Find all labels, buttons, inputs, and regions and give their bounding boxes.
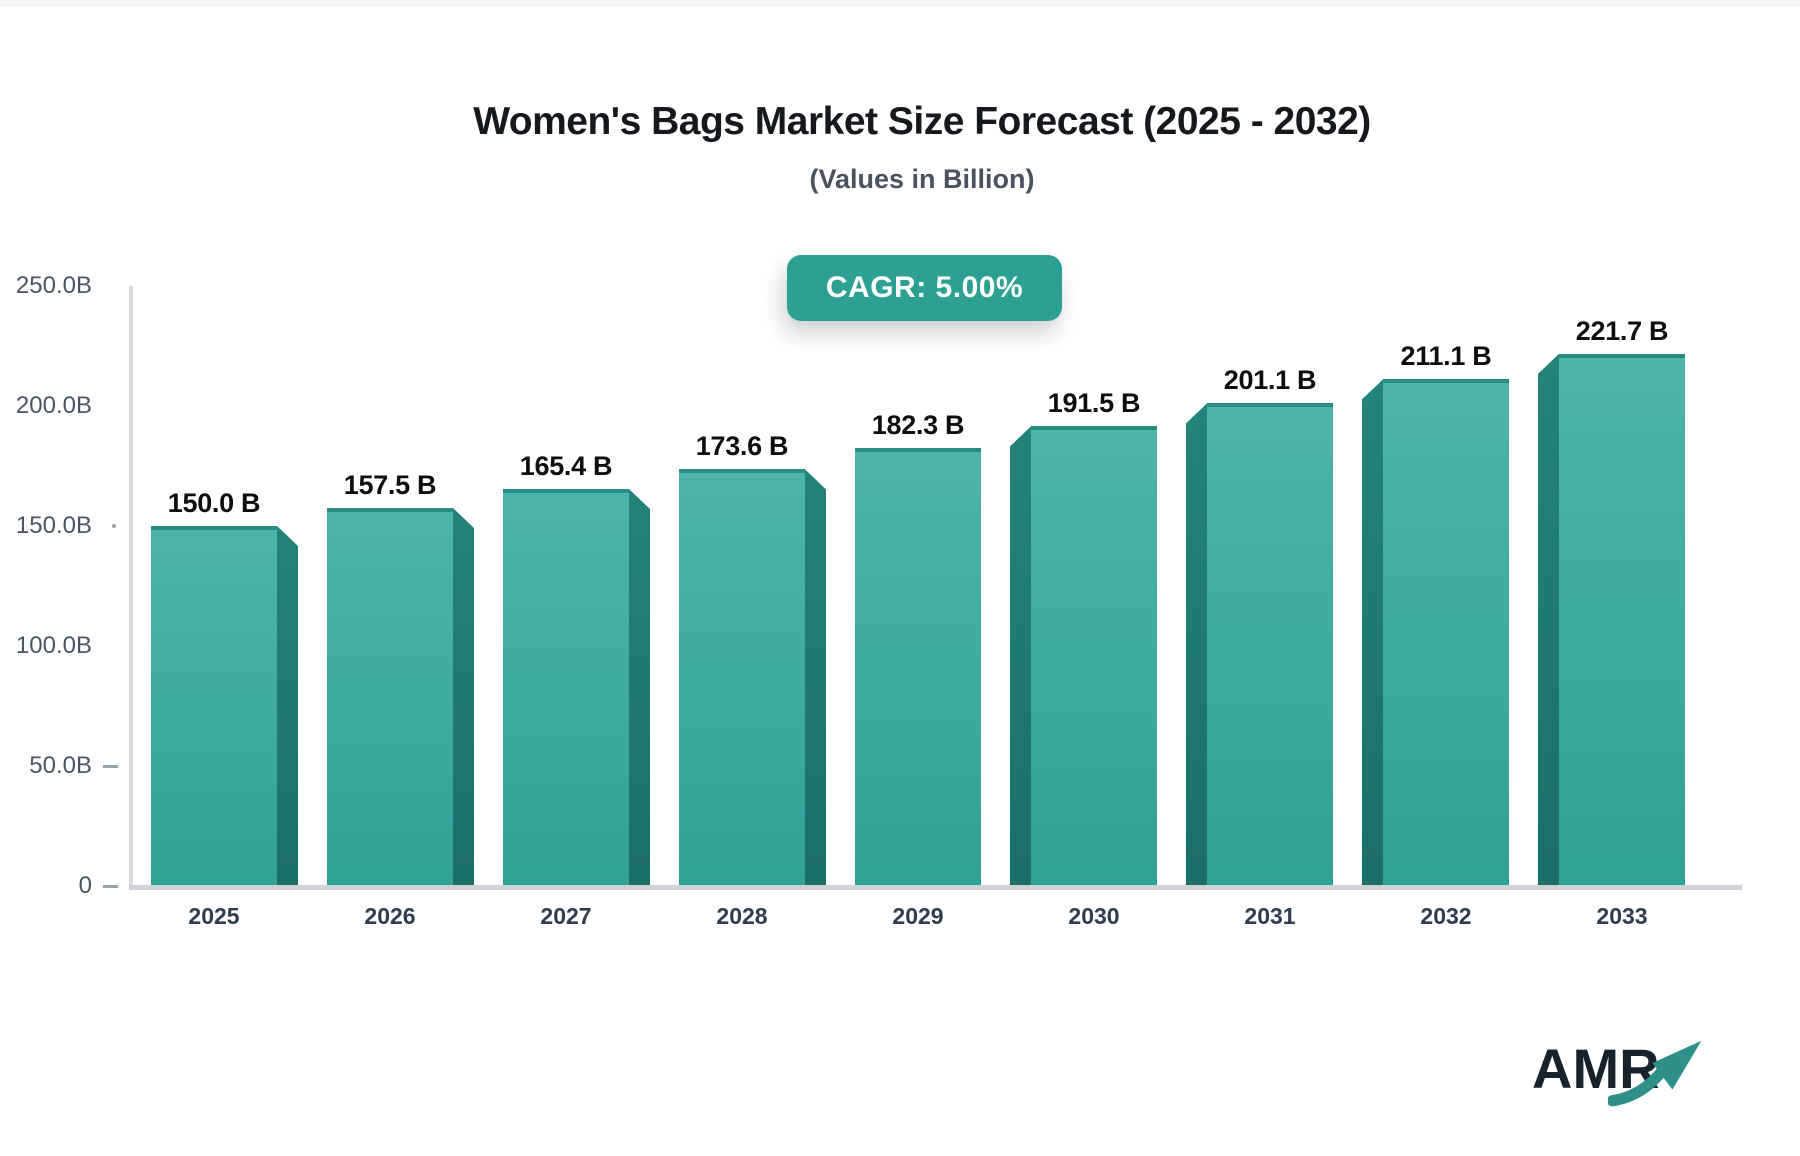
x-axis-label-2031: 2031	[1244, 903, 1296, 929]
bar-top-edge	[679, 469, 805, 474]
x-axis-label-2029: 2029	[892, 903, 944, 929]
bar-face	[327, 508, 453, 889]
bar-2025	[151, 526, 298, 889]
bar-top-edge	[855, 448, 981, 453]
x-axis-label-2030: 2030	[1068, 903, 1120, 929]
x-axis-label-2032: 2032	[1420, 903, 1472, 929]
x-axis-label-2026: 2026	[364, 903, 416, 929]
bar-top-edge	[503, 489, 629, 494]
x-axis-label-2025: 2025	[188, 903, 240, 929]
page-subtitle: (Values in Billion)	[809, 164, 1035, 194]
bar-face	[1031, 426, 1157, 889]
growth-arrow-icon	[1608, 1040, 1702, 1107]
y-tick-label: 250.0B	[15, 272, 92, 299]
bar-value-label: 191.5 B	[1047, 388, 1141, 419]
bar-face	[151, 526, 277, 889]
y-axis-line	[129, 286, 133, 888]
bar-top-edge	[1559, 353, 1685, 358]
bar-side-face	[629, 489, 650, 889]
top-border-strip	[0, 0, 1800, 6]
bar-2033	[1538, 353, 1685, 889]
bar-side-face	[453, 508, 474, 889]
bar-side-face	[277, 526, 298, 889]
bar-face	[1207, 403, 1333, 889]
bar-side-face	[1538, 353, 1559, 889]
bar-side-face	[1010, 426, 1031, 889]
bar-side-face	[1362, 379, 1383, 889]
bar-top-edge	[1031, 426, 1157, 431]
bar-value-label: 201.1 B	[1223, 365, 1317, 396]
x-axis-label-2028: 2028	[716, 903, 768, 929]
bar-face	[503, 489, 629, 889]
bar-top-edge	[151, 526, 277, 530]
bar-2026	[327, 508, 474, 889]
bar-2028	[679, 469, 826, 889]
page-title: Women's Bags Market Size Forecast (2025 …	[473, 100, 1371, 143]
bar-side-face	[1186, 403, 1207, 889]
y-tick-mark	[103, 765, 118, 768]
bar-2031	[1186, 403, 1333, 889]
bar-2032	[1362, 379, 1509, 889]
bar-2030	[1010, 426, 1157, 889]
bar-top-edge	[327, 508, 453, 512]
bar-face	[1383, 379, 1509, 889]
bar-face	[679, 469, 805, 889]
bar-side-face	[805, 469, 826, 889]
x-axis-label-2033: 2033	[1596, 903, 1648, 929]
bar-face	[855, 448, 981, 889]
bar-value-label: 211.1 B	[1400, 341, 1492, 372]
x-axis-line	[129, 885, 1742, 890]
y-tick-label: 0	[78, 872, 92, 899]
y-tick-mark	[103, 885, 118, 888]
bar-2029	[855, 448, 981, 889]
bar-value-label: 173.6 B	[695, 431, 789, 462]
y-tick-label: 200.0B	[15, 392, 92, 419]
y-tick-label: 150.0B	[15, 512, 92, 539]
y-tick-label: 100.0B	[15, 632, 92, 659]
y-tick-label: 50.0B	[29, 752, 92, 779]
bar-face	[1559, 353, 1685, 889]
y-tick-mark	[112, 524, 116, 528]
cagr-badge: CAGR: 5.00%	[787, 255, 1062, 321]
bar-value-label: 182.3 B	[871, 410, 965, 441]
bar-top-edge	[1207, 403, 1333, 408]
bar-top-edge	[1383, 379, 1509, 384]
bar-value-label: 165.4 B	[519, 451, 613, 482]
x-axis-label-2027: 2027	[540, 903, 592, 929]
bar-2027	[503, 489, 650, 889]
amr-logo: AMR	[1532, 1036, 1752, 1126]
bar-value-label: 221.7 B	[1575, 315, 1669, 346]
bar-value-label: 150.0 B	[167, 488, 261, 518]
bar-value-label: 157.5 B	[343, 470, 437, 500]
